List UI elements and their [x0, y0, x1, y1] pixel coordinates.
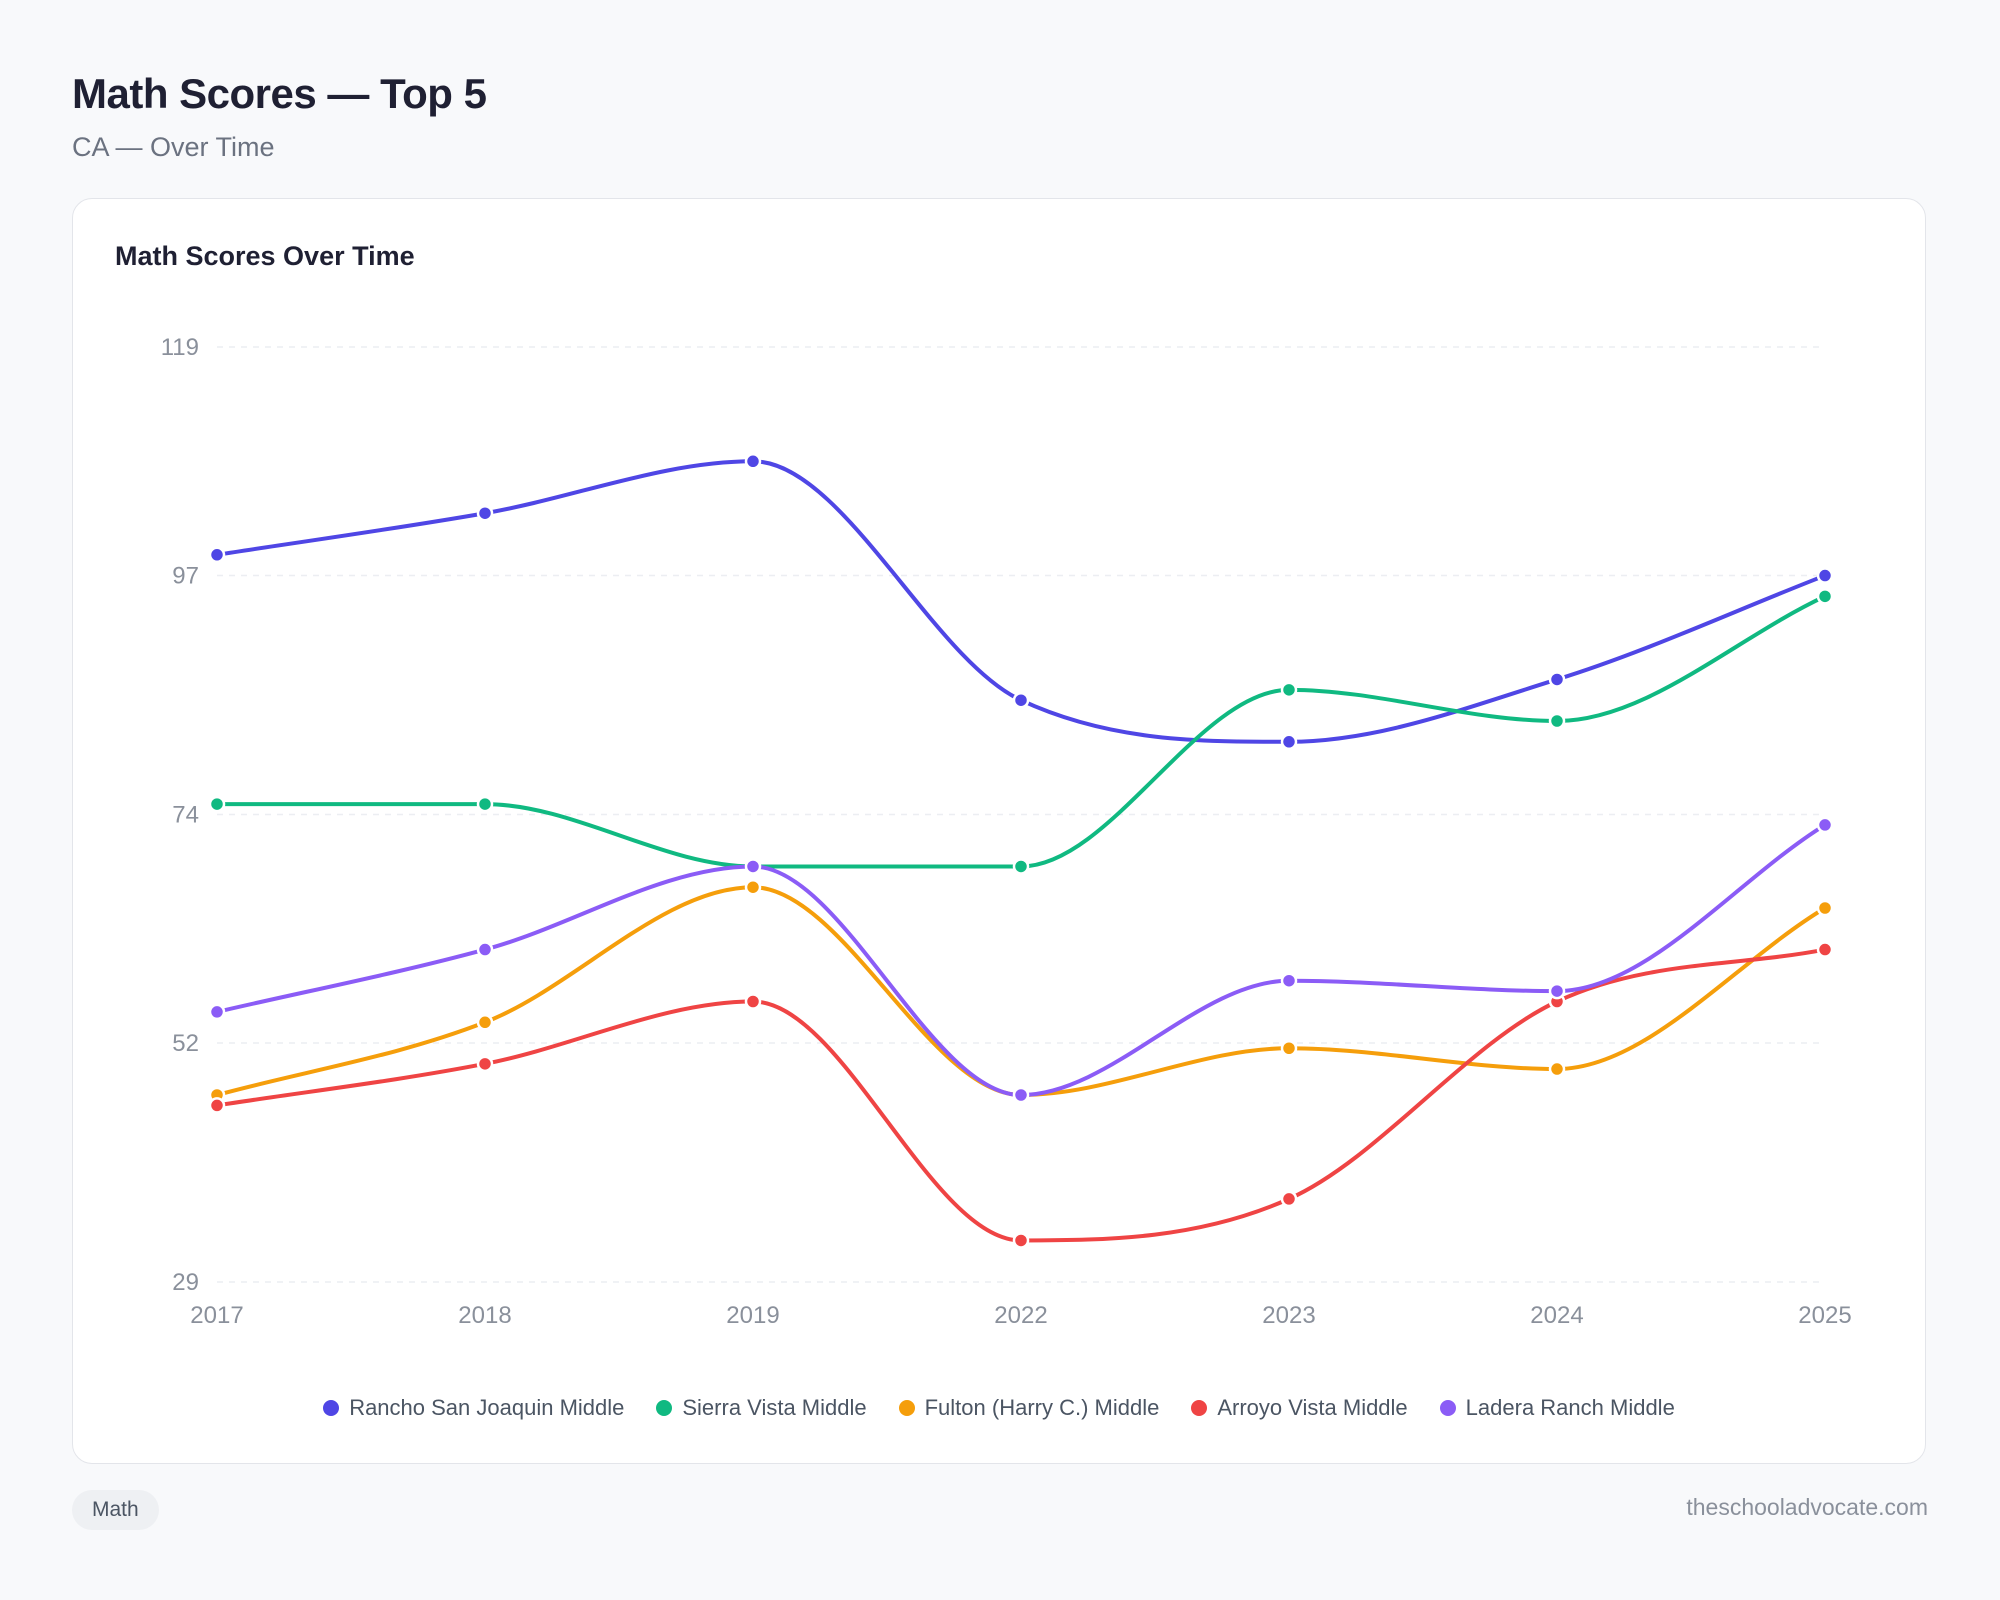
legend-label: Arroyo Vista Middle — [1217, 1395, 1408, 1420]
data-point[interactable] — [1280, 733, 1298, 751]
series-line — [215, 594, 1827, 869]
x-tick-label: 2024 — [1530, 1302, 1583, 1329]
data-point[interactable] — [208, 1097, 226, 1114]
data-point[interactable] — [1280, 972, 1298, 989]
legend-color-dot — [656, 1400, 673, 1416]
data-point[interactable] — [1816, 941, 1834, 958]
data-point[interactable] — [1012, 1086, 1030, 1104]
x-tick-label: 2023 — [1262, 1302, 1315, 1329]
x-tick-label: 2018 — [458, 1302, 511, 1329]
legend-color-dot — [1191, 1400, 1208, 1416]
data-point[interactable] — [208, 1003, 226, 1021]
chart-legend: Rancho San Joaquin Middle Sierra Vista Mi… — [73, 1395, 1925, 1421]
y-tick-label: 119 — [161, 334, 199, 361]
data-point[interactable] — [476, 504, 494, 522]
legend-label: Rancho San Joaquin Middle — [349, 1395, 625, 1420]
subject-tag[interactable]: Math — [72, 1490, 159, 1530]
data-point[interactable] — [1012, 1232, 1030, 1249]
data-point[interactable] — [1816, 567, 1834, 584]
page-header: Math Scores — Top 5 CA — Over Time — [72, 70, 487, 163]
data-point[interactable] — [1280, 1040, 1298, 1057]
page-subtitle: CA — Over Time — [72, 132, 275, 162]
legend-label: Ladera Ranch Middle — [1465, 1395, 1675, 1420]
site-credit[interactable]: theschooladvocate.com — [1686, 1494, 1928, 1520]
data-point[interactable] — [1012, 691, 1030, 709]
data-point[interactable] — [1816, 816, 1834, 834]
legend-item[interactable]: Rancho San Joaquin Middle — [323, 1395, 624, 1421]
x-tick-label: 2022 — [994, 1302, 1047, 1329]
y-tick-label: 29 — [172, 1269, 199, 1296]
data-point[interactable] — [1816, 588, 1834, 605]
data-point[interactable] — [744, 993, 762, 1010]
data-point[interactable] — [1280, 1190, 1298, 1208]
data-point[interactable] — [476, 795, 494, 813]
data-point[interactable] — [1548, 671, 1566, 688]
data-point[interactable] — [1816, 899, 1834, 917]
legend-item[interactable]: Ladera Ranch Middle — [1439, 1395, 1675, 1421]
data-point[interactable] — [476, 941, 494, 958]
data-point[interactable] — [476, 1014, 494, 1031]
legend-color-dot — [323, 1400, 340, 1416]
legend-item[interactable]: Sierra Vista Middle — [656, 1395, 867, 1421]
chart-title: Math Scores Over Time — [115, 241, 415, 271]
data-point[interactable] — [1548, 1060, 1566, 1078]
line-chart: 119 97 74 52 29 2017 2018 2019 2022 2023 2024 2025 — [161, 334, 1852, 1329]
y-tick-label: 97 — [172, 563, 199, 590]
data-point[interactable] — [1548, 982, 1566, 1000]
legend-color-dot — [1439, 1400, 1456, 1416]
data-point[interactable] — [1548, 712, 1566, 730]
page-title: Math Scores — Top 5 — [72, 70, 487, 117]
legend-label: Sierra Vista Middle — [682, 1395, 867, 1420]
legend-color-dot — [898, 1400, 915, 1416]
data-point[interactable] — [208, 795, 226, 813]
data-point[interactable] — [744, 878, 762, 896]
y-tick-label: 52 — [172, 1030, 199, 1057]
legend-label: Fulton (Harry C.) Middle — [924, 1395, 1160, 1420]
chart-card: Math Scores Over Time 119 97 74 52 29 2017 201… — [72, 198, 1926, 1464]
x-tick-label: 2017 — [190, 1302, 243, 1329]
legend-item[interactable]: Fulton (Harry C.) Middle — [898, 1395, 1160, 1421]
data-point[interactable] — [476, 1055, 494, 1073]
data-point[interactable] — [1280, 681, 1298, 699]
x-tick-label: 2025 — [1798, 1302, 1851, 1329]
y-tick-label: 74 — [172, 802, 199, 829]
data-point[interactable] — [744, 453, 762, 470]
data-point[interactable] — [1012, 858, 1030, 875]
data-point[interactable] — [208, 546, 226, 564]
legend-item[interactable]: Arroyo Vista Middle — [1191, 1395, 1408, 1421]
x-tick-label: 2019 — [726, 1302, 779, 1329]
data-point[interactable] — [744, 858, 762, 875]
